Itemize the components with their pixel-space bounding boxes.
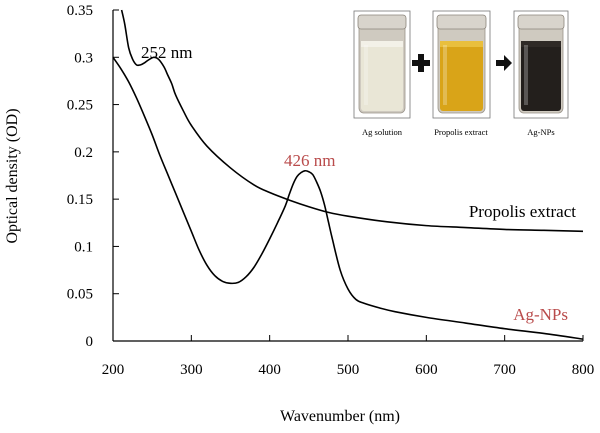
annotation-252-nm: 252 nm	[141, 43, 192, 62]
y-tick-label: 0.15	[67, 192, 93, 208]
inset-photo-strip: Ag solution Propolis extract Ag-NPs	[353, 10, 569, 137]
plus-icon	[412, 54, 430, 72]
x-tick-label: 800	[572, 362, 595, 378]
inset-caption: Ag-NPs	[527, 127, 554, 137]
axis-ticks: 200 300 400 500 600 700 800 0 0.05 0.1 0.15 0.2 0.25…	[67, 3, 595, 378]
series-line-ag-nps	[112, 56, 584, 340]
series-line-propolis-extract	[120, 9, 584, 233]
inset-panel-ag-solution: Ag solution	[353, 10, 411, 137]
x-tick-label: 200	[102, 362, 125, 378]
vial-icon	[357, 14, 407, 114]
x-axis-title: Wavenumber (nm)	[280, 408, 400, 425]
vial-icon	[517, 14, 565, 114]
y-tick-label: 0.25	[67, 98, 93, 114]
inset-caption: Ag solution	[362, 127, 403, 137]
inset-panel-propolis-extract: Propolis extract	[432, 10, 491, 137]
inset-panel-ag-nps: Ag-NPs	[513, 10, 569, 137]
x-tick-label: 400	[258, 362, 281, 378]
x-tick-label: 700	[493, 362, 516, 378]
x-tick-label: 500	[337, 362, 360, 378]
y-tick-label: 0.35	[67, 3, 93, 19]
arrow-right-icon	[496, 55, 512, 71]
series-label-propolis-extract: Propolis extract	[469, 202, 576, 221]
inset-caption: Propolis extract	[434, 127, 488, 137]
series-label-ag-nps: Ag-NPs	[513, 305, 568, 324]
y-tick-label: 0.1	[74, 239, 93, 255]
y-tick-label: 0	[86, 334, 94, 350]
y-axis-title: Optical density (OD)	[4, 108, 21, 243]
series-group	[112, 9, 584, 340]
y-tick-label: 0.3	[74, 50, 93, 66]
x-tick-label: 600	[415, 362, 438, 378]
y-tick-label: 0.05	[67, 287, 93, 303]
x-tick-label: 300	[180, 362, 203, 378]
y-tick-label: 0.2	[74, 145, 93, 161]
vial-icon	[436, 14, 487, 114]
annotation-426-nm: 426 nm	[284, 151, 335, 170]
